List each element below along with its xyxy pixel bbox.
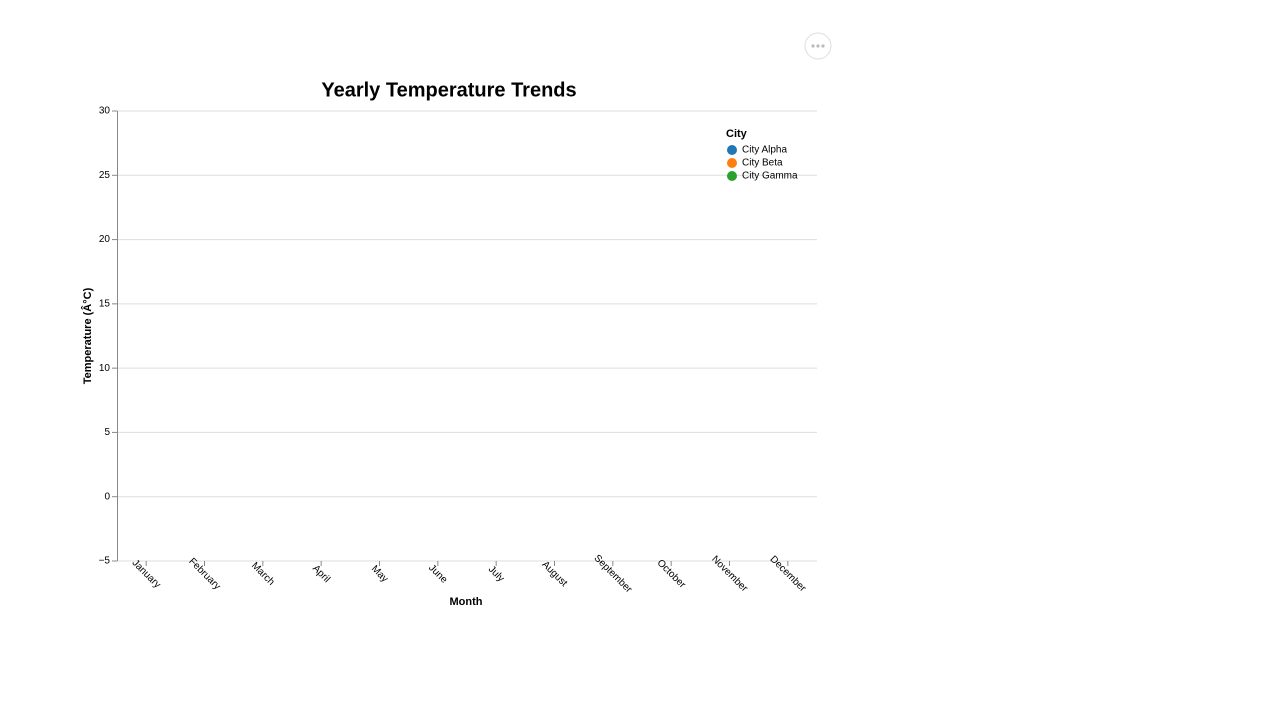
x-tick-label: December — [768, 554, 809, 595]
y-tick-label: 15 — [99, 298, 111, 309]
legend-label: City Beta — [742, 158, 783, 169]
legend-swatch — [727, 145, 737, 155]
x-tick-label: July — [486, 564, 506, 584]
y-tick-label: 5 — [104, 427, 110, 438]
x-tick-label: May — [369, 564, 390, 585]
x-tick-label: November — [709, 554, 750, 595]
x-tick-label: June — [426, 563, 449, 586]
y-tick-label: 30 — [99, 106, 111, 117]
y-tick-label: 25 — [99, 170, 111, 181]
legend-label: City Alpha — [742, 145, 787, 156]
legend-swatch — [727, 171, 737, 181]
y-tick-label: −5 — [99, 556, 111, 567]
legend-title: City — [726, 128, 748, 140]
legend-swatch — [727, 158, 737, 168]
x-tick-label: April — [310, 563, 332, 585]
y-tick-label: 0 — [104, 491, 110, 502]
legend-label: City Gamma — [742, 171, 798, 182]
chart-title: Yearly Temperature Trends — [321, 79, 576, 101]
menu-button[interactable] — [804, 32, 832, 60]
y-tick-label: 20 — [99, 234, 111, 245]
menu-dot[interactable] — [821, 44, 825, 48]
menu-dot[interactable] — [811, 44, 815, 48]
y-tick-label: 10 — [99, 363, 111, 374]
menu-dot[interactable] — [816, 44, 820, 48]
y-axis-title: Temperature (Â°C) — [81, 287, 94, 384]
x-axis-title: Month — [450, 596, 483, 608]
x-tick-label: September — [592, 553, 635, 596]
